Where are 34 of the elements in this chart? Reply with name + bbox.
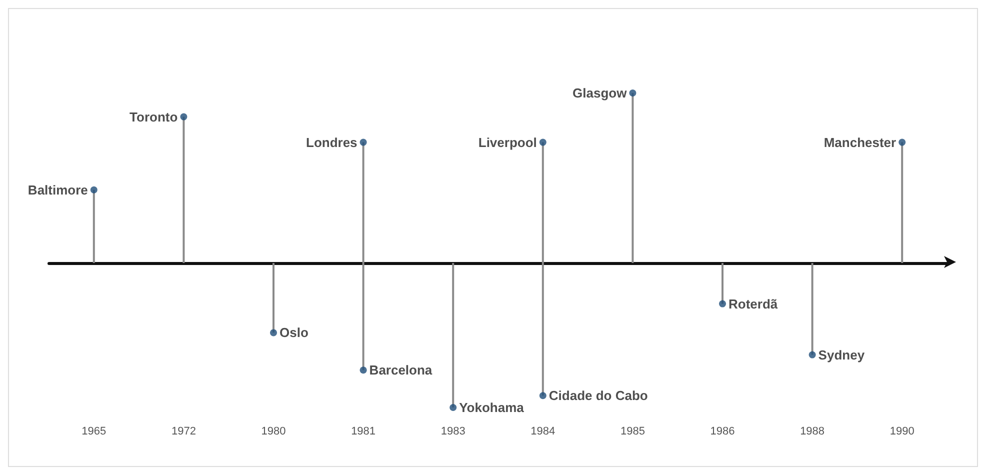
annotation: Baltimore — [28, 182, 88, 198]
x-tick-label: 1965 — [82, 426, 106, 438]
x-tick-label: 1988 — [800, 426, 825, 438]
x-tick-label: 1986 — [710, 426, 735, 438]
annotation: Glasgow — [572, 86, 628, 100]
x-tick-label: 1980 — [261, 426, 286, 438]
annotation: Yokohama — [459, 400, 525, 415]
point — [360, 138, 367, 146]
x-tick-label: 1983 — [440, 426, 466, 438]
annotation: Toronto — [130, 109, 178, 124]
annotation: Roterdã — [728, 296, 778, 312]
x-tick-label: 1985 — [620, 426, 645, 438]
point — [450, 404, 457, 411]
point — [539, 138, 546, 146]
point — [270, 329, 277, 336]
annotation: Manchester — [824, 134, 896, 150]
point — [360, 366, 367, 374]
x-tick-label: 1984 — [530, 426, 556, 438]
point — [629, 90, 636, 96]
point — [808, 351, 816, 358]
point — [898, 138, 906, 146]
point — [180, 113, 188, 120]
annotation: Liverpool — [478, 134, 537, 150]
annotation: Sydney — [818, 347, 866, 362]
annotation: Barcelona — [369, 362, 433, 378]
x-tick-label: 1990 — [890, 426, 914, 438]
x-tick-label: 1972 — [171, 426, 196, 438]
annotation: Oslo — [280, 325, 308, 340]
point — [90, 186, 98, 194]
point — [719, 300, 726, 308]
point — [539, 392, 546, 400]
x-tick-label: 1981 — [351, 426, 376, 438]
annotation: Cidade do Cabo — [548, 388, 648, 404]
annotation: Londres — [306, 134, 358, 150]
